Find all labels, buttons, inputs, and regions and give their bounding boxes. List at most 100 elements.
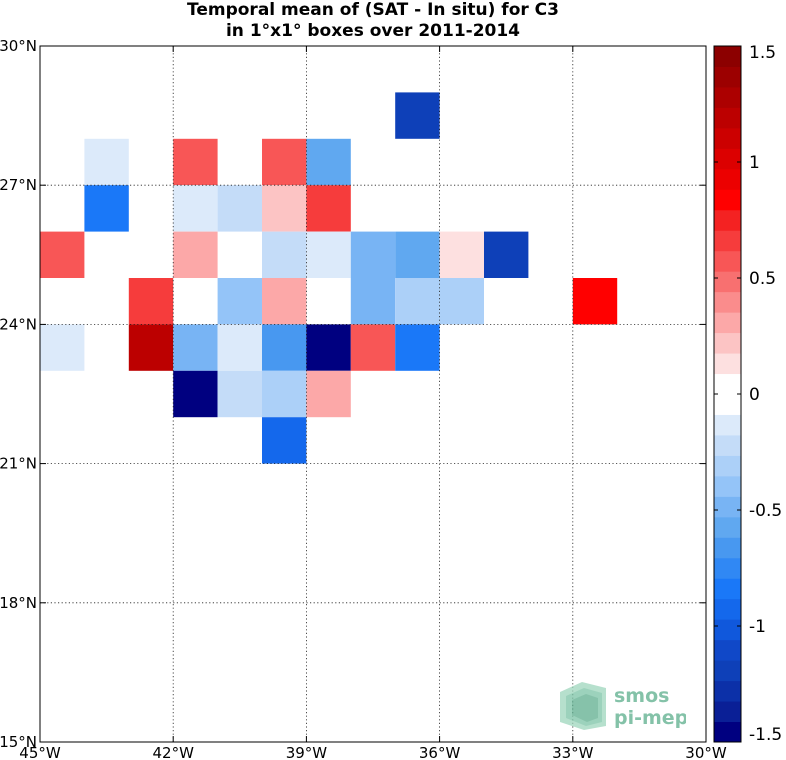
grid-cell-11 <box>173 231 218 278</box>
grid-cell-24 <box>572 278 618 325</box>
colorbar-segment-0 <box>714 721 741 743</box>
colorbar: 1.5 1 0.5 0 -0.5 -1 -1.5 <box>713 43 782 745</box>
x-tick-label-4: 33°W <box>552 744 594 760</box>
grid-cell-10 <box>40 231 85 278</box>
x-tick-label-1: 42°W <box>152 744 194 760</box>
x-tick-label-2: 39°W <box>286 744 328 760</box>
logo-text-pimep: pi-mep <box>614 707 686 729</box>
grid-cells <box>40 92 618 464</box>
colorbar-segment-6 <box>714 598 741 620</box>
colorbar-segment-22 <box>714 271 741 293</box>
grid-cell-31 <box>350 324 396 371</box>
grid-cell-30 <box>306 324 351 371</box>
colorbar-label-0: 1.5 <box>749 43 776 63</box>
colorbar-segment-10 <box>714 516 741 538</box>
colorbar-segment-27 <box>714 168 741 190</box>
grid-cell-18 <box>128 278 174 325</box>
grid-cell-0 <box>395 92 440 139</box>
grid-cell-3 <box>262 138 307 186</box>
x-tick-label-0: 45°W <box>19 744 61 760</box>
colorbar-segment-20 <box>714 312 741 334</box>
colorbar-segment-8 <box>714 557 741 579</box>
logo-text-smos: smos <box>614 685 669 707</box>
colorbar-segment-4 <box>714 639 741 661</box>
colorbar-segment-23 <box>714 250 741 272</box>
colorbar-segment-16 <box>714 394 741 415</box>
map-frame <box>39 45 707 743</box>
grid-cell-21 <box>350 278 396 325</box>
colorbar-segment-12 <box>714 475 741 497</box>
y-tick-label-0: 15°N <box>0 733 37 751</box>
grid-cell-37 <box>262 417 307 464</box>
grid-cell-17 <box>484 231 529 278</box>
y-tick-label-4: 27°N <box>0 176 37 194</box>
colorbar-segment-9 <box>714 537 741 559</box>
grid-cell-5 <box>84 185 129 232</box>
x-ticks: 45°W 42°W 39°W 36°W 33°W 30°W <box>19 46 727 760</box>
colorbar-segment-7 <box>714 578 741 600</box>
grid-cell-20 <box>262 278 307 325</box>
colorbar-segment-11 <box>714 496 741 518</box>
colorbar-label-2: 0.5 <box>749 269 776 289</box>
grid-cell-2 <box>173 138 218 186</box>
colorbar-label-4: -0.5 <box>749 501 782 521</box>
grid-cell-36 <box>306 370 351 418</box>
colorbar-segment-32 <box>714 66 741 88</box>
grid-cell-34 <box>217 370 262 418</box>
grid-cell-8 <box>262 185 307 232</box>
grid-cell-23 <box>439 278 484 325</box>
colorbar-segment-26 <box>714 189 741 211</box>
grid-cell-1 <box>84 138 129 186</box>
grid-cell-28 <box>217 324 262 371</box>
y-ticks: 15°N 18°N 21°N 24°N 27°N 30°N <box>0 37 706 751</box>
grid-cell-14 <box>350 231 396 278</box>
grid-cell-26 <box>128 324 174 371</box>
colorbar-label-3: 0 <box>749 385 760 405</box>
smos-pimep-logo: smos pi-mep <box>556 680 688 732</box>
colorbar-segment-15 <box>714 414 741 436</box>
grid-cell-35 <box>262 370 307 418</box>
grid-cell-29 <box>262 324 307 371</box>
colorbar-segment-18 <box>714 353 741 375</box>
map-title-line1: Temporal mean of (SAT - In situ) for C3 <box>187 0 559 20</box>
y-tick-label-3: 24°N <box>0 315 37 333</box>
colorbar-label-5: -1 <box>749 617 766 637</box>
colorbar-segment-31 <box>714 86 741 108</box>
colorbar-segment-17 <box>714 373 741 395</box>
y-tick-label-1: 18°N <box>0 594 37 612</box>
grid-cell-32 <box>395 324 440 371</box>
colorbar-segment-2 <box>714 680 741 702</box>
colorbar-segment-21 <box>714 291 741 313</box>
grid-cell-6 <box>173 185 218 232</box>
grid-cell-25 <box>40 324 85 371</box>
colorbar-segment-30 <box>714 107 741 129</box>
colorbar-segment-29 <box>714 127 741 149</box>
colorbar-segment-24 <box>714 230 741 252</box>
grid-cell-33 <box>173 370 218 418</box>
colorbar-segment-3 <box>714 660 741 682</box>
grid-cell-22 <box>395 278 440 325</box>
y-tick-label-2: 21°N <box>0 455 37 473</box>
x-tick-label-3: 36°W <box>419 744 461 760</box>
grid-cell-16 <box>439 231 484 278</box>
colorbar-segment-28 <box>714 148 741 170</box>
map-title-line2: in 1°x1° boxes over 2011-2014 <box>225 21 521 41</box>
colorbar-segment-19 <box>714 332 741 354</box>
colorbar-segment-25 <box>714 209 741 231</box>
grid-cell-27 <box>173 324 218 371</box>
grid-cell-7 <box>217 185 262 232</box>
colorbar-segment-13 <box>714 455 741 477</box>
grid-cell-19 <box>217 278 262 325</box>
colorbar-segment-33 <box>714 46 741 67</box>
y-tick-label-5: 30°N <box>0 37 37 55</box>
colorbar-segment-5 <box>714 619 741 641</box>
grid-cell-4 <box>306 138 351 186</box>
colorbar-label-1: 1 <box>749 153 760 173</box>
grid-cell-12 <box>262 231 307 278</box>
colorbar-label-6: -1.5 <box>749 725 782 745</box>
x-tick-label-5: 30°W <box>685 744 727 760</box>
colorbar-segment-14 <box>714 434 741 456</box>
gridlines <box>40 46 706 742</box>
grid-cell-9 <box>306 185 351 232</box>
